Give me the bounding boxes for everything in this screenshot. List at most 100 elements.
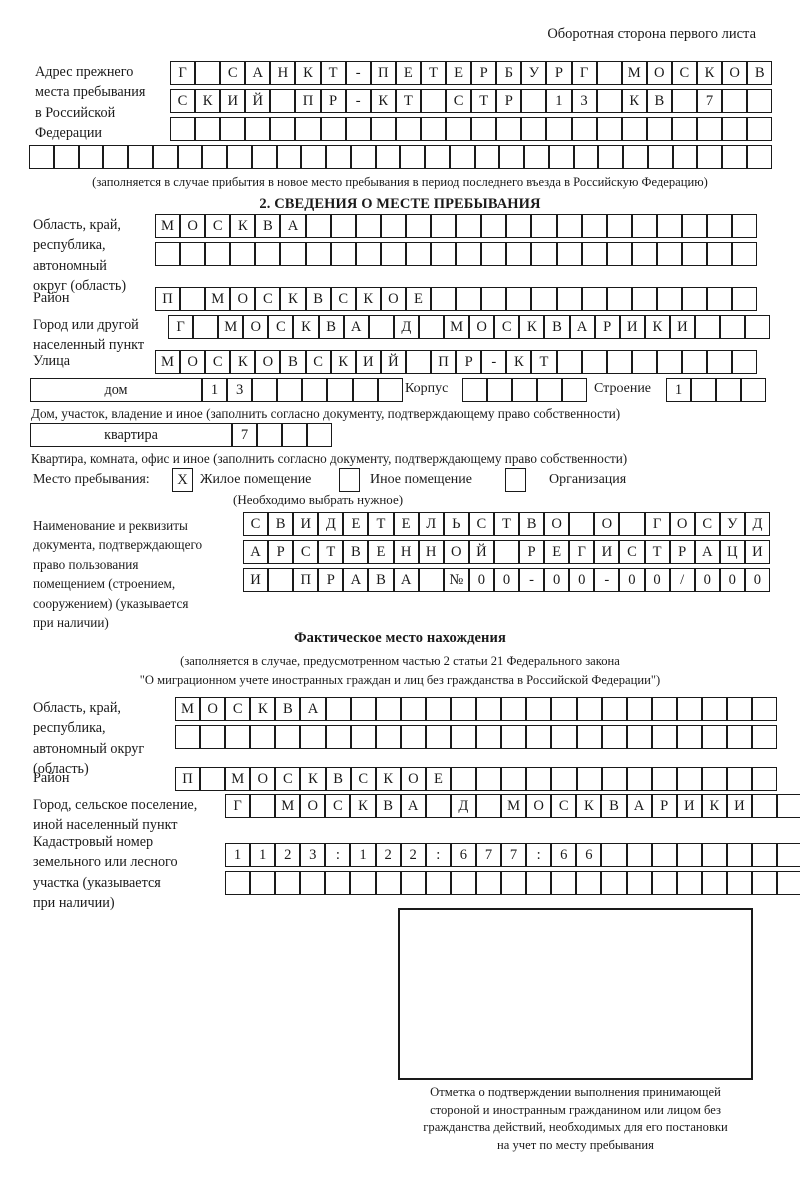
char-cell[interactable]: К xyxy=(355,287,381,311)
char-cell[interactable]: К xyxy=(696,61,723,85)
char-cell[interactable] xyxy=(701,871,727,895)
char-cell[interactable] xyxy=(375,697,401,721)
char-cell[interactable]: Е xyxy=(343,512,369,536)
char-cell[interactable]: Р xyxy=(320,89,346,113)
char-cell[interactable]: Г xyxy=(569,540,595,564)
char-cell[interactable] xyxy=(320,117,346,141)
char-cell[interactable] xyxy=(745,315,771,339)
char-cell[interactable] xyxy=(596,61,622,85)
char-cell[interactable]: : xyxy=(325,843,351,867)
char-cell[interactable]: С xyxy=(255,287,281,311)
char-cell[interactable]: 6 xyxy=(551,843,577,867)
char-cell[interactable] xyxy=(694,315,721,339)
char-cell[interactable] xyxy=(651,725,677,749)
char-cell[interactable] xyxy=(646,117,672,141)
char-cell[interactable]: 0 xyxy=(468,568,494,592)
char-cell[interactable] xyxy=(405,214,432,238)
char-cell[interactable]: И xyxy=(355,350,381,374)
char-cell[interactable] xyxy=(732,287,758,311)
char-cell[interactable]: А xyxy=(245,61,271,85)
char-cell[interactable] xyxy=(355,214,381,238)
char-cell[interactable]: О xyxy=(669,512,695,536)
char-cell[interactable]: Р xyxy=(669,540,695,564)
char-cell[interactable]: Е xyxy=(405,287,432,311)
char-cell[interactable] xyxy=(681,242,708,266)
char-cell[interactable]: В xyxy=(325,767,351,791)
char-cell[interactable] xyxy=(462,378,488,402)
char-cell[interactable] xyxy=(573,145,599,169)
char-cell[interactable]: 2 xyxy=(275,843,301,867)
region-row-2[interactable] xyxy=(155,242,758,266)
char-cell[interactable]: И xyxy=(293,512,319,536)
char-cell[interactable] xyxy=(451,725,477,749)
char-cell[interactable]: М xyxy=(218,315,244,339)
char-cell[interactable]: У xyxy=(719,512,745,536)
char-cell[interactable] xyxy=(456,214,482,238)
char-cell[interactable] xyxy=(526,767,552,791)
char-cell[interactable] xyxy=(621,117,647,141)
char-cell[interactable] xyxy=(601,725,627,749)
char-cell[interactable] xyxy=(368,315,394,339)
char-cell[interactable] xyxy=(777,794,800,818)
char-cell[interactable]: М xyxy=(175,697,201,721)
char-cell[interactable] xyxy=(301,145,326,169)
char-cell[interactable]: С xyxy=(446,89,472,113)
checkbox-zhiloe[interactable]: X xyxy=(172,468,193,492)
char-cell[interactable]: К xyxy=(195,89,221,113)
char-cell[interactable]: К xyxy=(519,315,545,339)
char-cell[interactable] xyxy=(128,145,153,169)
char-cell[interactable]: М xyxy=(275,794,301,818)
char-cell[interactable] xyxy=(230,242,256,266)
char-cell[interactable] xyxy=(526,871,552,895)
char-cell[interactable] xyxy=(400,725,426,749)
char-cell[interactable] xyxy=(300,725,326,749)
char-cell[interactable]: 7 xyxy=(475,843,502,867)
house-name-box[interactable]: дом xyxy=(30,378,202,402)
char-cell[interactable] xyxy=(250,871,276,895)
char-cell[interactable]: П xyxy=(175,767,201,791)
char-cell[interactable] xyxy=(250,725,276,749)
char-cell[interactable] xyxy=(200,725,226,749)
char-cell[interactable]: Н xyxy=(270,61,296,85)
char-cell[interactable] xyxy=(581,350,607,374)
document-row-3[interactable]: И П Р А В А № 0 0-0 0-0 0/0 0 0 xyxy=(243,568,770,592)
char-cell[interactable]: Н xyxy=(418,540,444,564)
char-cell[interactable] xyxy=(180,287,206,311)
char-cell[interactable]: 7 xyxy=(696,89,723,113)
char-cell[interactable]: 3 xyxy=(300,843,326,867)
char-cell[interactable] xyxy=(257,423,283,447)
char-cell[interactable]: С xyxy=(325,794,351,818)
char-cell[interactable] xyxy=(302,378,328,402)
char-cell[interactable]: Г xyxy=(168,315,194,339)
char-cell[interactable] xyxy=(656,242,682,266)
char-cell[interactable]: С xyxy=(170,89,196,113)
char-cell[interactable] xyxy=(546,117,572,141)
char-cell[interactable] xyxy=(175,725,201,749)
char-cell[interactable]: В xyxy=(318,315,344,339)
char-cell[interactable] xyxy=(601,843,627,867)
char-cell[interactable]: П xyxy=(155,287,181,311)
char-cell[interactable] xyxy=(170,117,196,141)
char-cell[interactable] xyxy=(493,540,520,564)
char-cell[interactable]: С xyxy=(551,794,577,818)
char-cell[interactable] xyxy=(576,725,602,749)
char-cell[interactable] xyxy=(576,767,602,791)
stamp-area[interactable] xyxy=(398,908,753,1080)
char-cell[interactable]: Ь xyxy=(443,512,469,536)
char-cell[interactable]: В xyxy=(519,512,545,536)
char-cell[interactable]: К xyxy=(576,794,602,818)
char-cell[interactable] xyxy=(747,89,773,113)
char-cell[interactable]: К xyxy=(230,214,256,238)
char-cell[interactable]: Е xyxy=(544,540,570,564)
char-cell[interactable] xyxy=(707,287,733,311)
char-cell[interactable]: Е xyxy=(446,61,472,85)
char-cell[interactable]: К xyxy=(300,767,326,791)
char-cell[interactable]: Т xyxy=(318,540,344,564)
char-cell[interactable]: Й xyxy=(380,350,406,374)
char-cell[interactable] xyxy=(626,871,652,895)
char-cell[interactable] xyxy=(751,871,778,895)
